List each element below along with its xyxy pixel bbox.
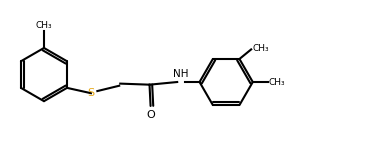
Text: CH₃: CH₃ xyxy=(269,77,285,87)
Text: CH₃: CH₃ xyxy=(252,44,269,53)
Text: NH: NH xyxy=(173,69,189,79)
Text: CH₃: CH₃ xyxy=(36,21,52,30)
Text: S: S xyxy=(87,88,95,98)
Text: O: O xyxy=(146,110,155,120)
